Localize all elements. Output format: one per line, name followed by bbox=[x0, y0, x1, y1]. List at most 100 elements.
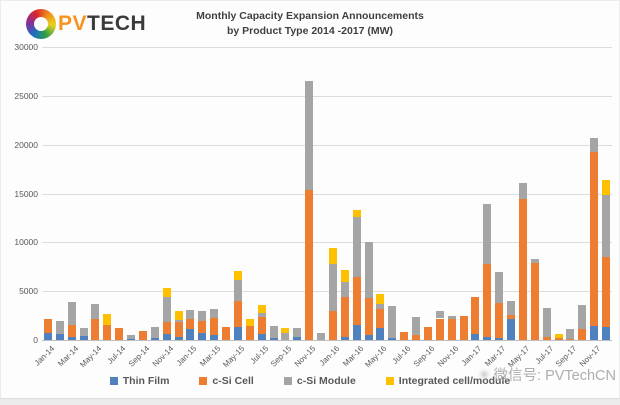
y-gridline bbox=[42, 144, 612, 146]
bar-segment bbox=[388, 338, 397, 340]
bar-segment bbox=[222, 327, 231, 340]
bar-segment bbox=[162, 334, 171, 340]
bar-segment bbox=[269, 326, 278, 339]
bar-segment bbox=[150, 327, 159, 339]
bar-segment bbox=[495, 302, 504, 339]
bar-segment bbox=[103, 325, 112, 340]
bar-segment bbox=[328, 310, 337, 340]
bar-segment bbox=[435, 318, 444, 340]
legend-item: Thin Film bbox=[109, 375, 169, 387]
bar-segment bbox=[483, 204, 492, 264]
bar-segment bbox=[423, 327, 432, 340]
bar-segment bbox=[376, 303, 385, 309]
y-gridline bbox=[42, 291, 612, 293]
bar-segment bbox=[554, 334, 563, 339]
bar-segment bbox=[495, 338, 504, 340]
bar-segment bbox=[459, 315, 468, 340]
y-axis-label: 0 bbox=[33, 335, 38, 345]
bar-segment bbox=[554, 338, 563, 340]
bar-segment bbox=[507, 318, 516, 340]
bar-segment bbox=[518, 199, 527, 340]
bar-segment bbox=[281, 328, 290, 334]
bar-segment bbox=[67, 301, 76, 326]
bar-segment bbox=[257, 316, 266, 335]
bar-segment bbox=[507, 314, 516, 319]
bar-segment bbox=[328, 248, 337, 264]
y-gridline bbox=[42, 95, 612, 97]
bar-segment bbox=[435, 310, 444, 319]
legend-label: c-Si Module bbox=[296, 375, 356, 387]
bar-segment bbox=[281, 333, 290, 340]
y-axis-label: 30000 bbox=[14, 42, 38, 52]
bar-segment bbox=[412, 316, 421, 336]
bar-segment bbox=[269, 338, 278, 340]
bar-segment bbox=[233, 300, 242, 328]
bar-segment bbox=[55, 321, 64, 335]
bar-segment bbox=[376, 294, 385, 304]
bar-segment bbox=[376, 308, 385, 329]
bar-segment bbox=[602, 195, 611, 257]
bar-segment bbox=[542, 307, 551, 338]
bar-segment bbox=[115, 328, 124, 340]
legend-item: Integrated cell/module bbox=[385, 375, 510, 387]
wechat-watermark-icon: ✳ bbox=[477, 366, 491, 384]
y-gridline bbox=[42, 340, 612, 341]
bar-segment bbox=[590, 326, 599, 340]
legend-swatch bbox=[199, 377, 208, 385]
bar-segment bbox=[127, 339, 136, 340]
bar-segment bbox=[305, 189, 314, 340]
wechat-watermark: ✳ 微信号: PVTechCN bbox=[478, 364, 616, 385]
bar-segment bbox=[518, 182, 527, 200]
legend-swatch bbox=[109, 377, 118, 385]
bar-segment bbox=[210, 317, 219, 336]
bar-segment bbox=[388, 305, 397, 339]
bottom-strip bbox=[0, 398, 620, 405]
bar-segment bbox=[67, 325, 76, 338]
bar-segment bbox=[257, 334, 266, 340]
bar-segment bbox=[138, 331, 147, 340]
bar-segment bbox=[79, 336, 88, 340]
bar-segment bbox=[495, 271, 504, 303]
bar-segment bbox=[210, 335, 219, 340]
bar-segment bbox=[352, 325, 361, 340]
chart-title-line1: Monthly Capacity Expansion Announcements bbox=[196, 10, 424, 22]
bar-segment bbox=[400, 332, 409, 340]
bar-segment bbox=[364, 335, 373, 340]
chart-title-line2: by Product Type 2014 -2017 (MW) bbox=[226, 25, 394, 37]
bar-segment bbox=[471, 334, 480, 340]
bar-segment bbox=[578, 304, 587, 330]
bar-segment bbox=[447, 315, 456, 319]
bar-segment bbox=[471, 297, 480, 335]
bar-segment bbox=[530, 258, 539, 263]
y-axis-label: 15000 bbox=[14, 188, 38, 199]
bar-segment bbox=[79, 328, 88, 337]
logo-pv: PV bbox=[58, 12, 88, 35]
bar-segment bbox=[483, 337, 492, 340]
bar-segment bbox=[174, 322, 183, 338]
y-gridline bbox=[42, 242, 612, 244]
bar-segment bbox=[245, 326, 254, 340]
bar-segment bbox=[376, 328, 385, 340]
bar-segment bbox=[305, 81, 314, 190]
bar-segment bbox=[245, 318, 254, 327]
bar-segment bbox=[578, 329, 587, 340]
bar-segment bbox=[530, 262, 539, 340]
bar-segment bbox=[174, 337, 183, 340]
legend-swatch bbox=[283, 377, 292, 385]
bar-segment bbox=[352, 210, 361, 217]
legend-swatch bbox=[385, 377, 394, 385]
bar-segment bbox=[174, 320, 183, 323]
bar-segment bbox=[210, 308, 219, 318]
y-gridline bbox=[42, 47, 612, 48]
y-axis-label: 25000 bbox=[14, 90, 38, 101]
bar-segment bbox=[162, 322, 171, 335]
bar-segment bbox=[162, 297, 171, 323]
bar-segment bbox=[198, 321, 207, 334]
bar-segment bbox=[186, 329, 195, 340]
bar-segment bbox=[447, 318, 456, 340]
pvtech-logo: PVTECH bbox=[21, 4, 146, 44]
bar-segment bbox=[293, 328, 302, 338]
bar-segment bbox=[340, 282, 349, 298]
wechat-watermark-text: 微信号: PVTechCN bbox=[493, 368, 616, 384]
